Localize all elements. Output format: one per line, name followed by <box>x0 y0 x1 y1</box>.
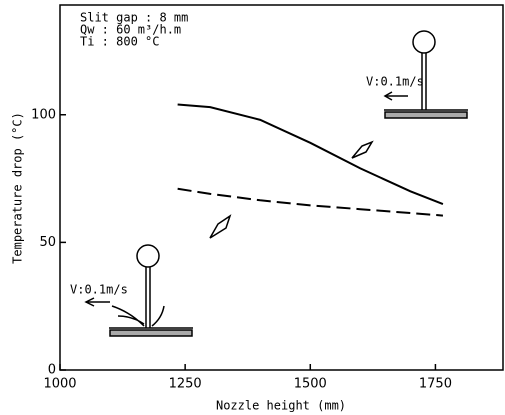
y-tick-label: 50 <box>39 235 56 250</box>
annotation: Ti : 800 °C <box>80 35 159 49</box>
nozzle-schematic <box>383 30 468 119</box>
data-line <box>177 187 444 217</box>
data-line <box>177 103 444 206</box>
plot-frame <box>59 4 504 371</box>
pointer-hand <box>209 214 232 239</box>
pointer-hand <box>351 140 374 159</box>
y-tick-label: 100 <box>31 107 56 122</box>
x-tick-label: 1500 <box>294 377 327 392</box>
x-axis-label: Nozzle height (mm) <box>216 399 346 413</box>
nozzle-schematic <box>84 244 193 337</box>
annotation: V:0.1m/s <box>366 75 424 89</box>
y-tick-label: 0 <box>48 363 56 378</box>
x-tick-label: 1000 <box>43 377 76 392</box>
annotation: Slit gap : 8 mm <box>80 11 188 25</box>
x-tick-label: 1250 <box>169 377 202 392</box>
annotation: V:0.1m/s <box>70 283 128 297</box>
annotation: Qw : 60 m³/h.m <box>80 23 181 37</box>
y-axis-label: Temperature drop (°C) <box>11 112 25 264</box>
x-tick-label: 1750 <box>419 377 452 392</box>
